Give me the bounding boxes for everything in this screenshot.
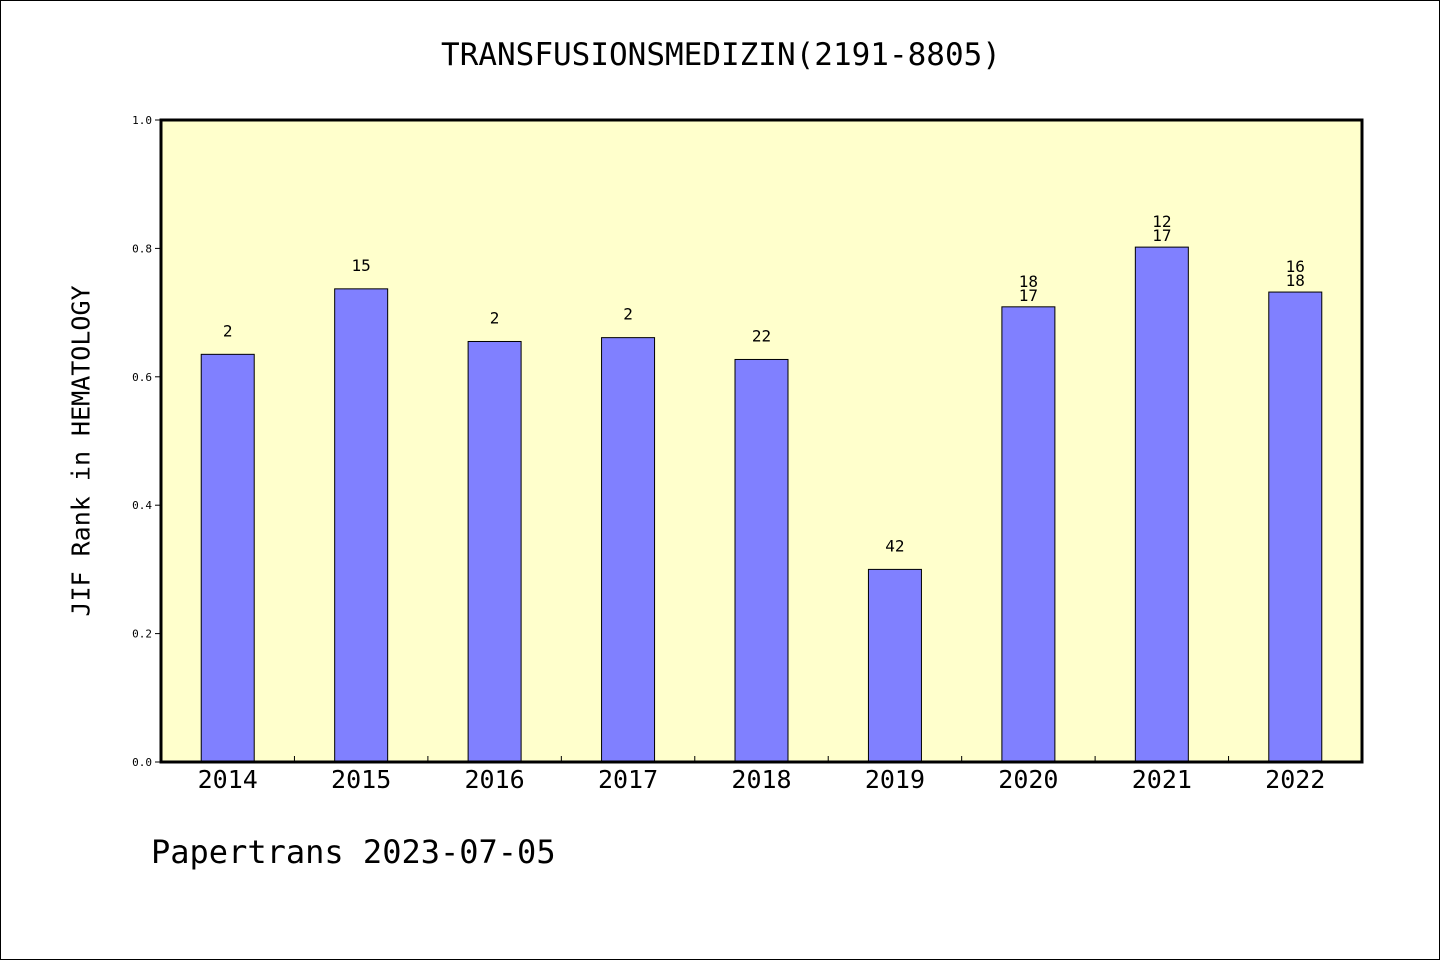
x-tick-label: 2019 bbox=[865, 765, 925, 794]
bar-2017 bbox=[601, 337, 656, 763]
y-tick-label: 1.0 bbox=[132, 114, 152, 127]
bar-2021 bbox=[1134, 246, 1189, 763]
bar-2016 bbox=[467, 340, 522, 763]
y-tick-label: 0.8 bbox=[132, 242, 152, 255]
y-tick-label: 0.2 bbox=[132, 628, 152, 641]
bar-2020 bbox=[1001, 306, 1056, 763]
bar-data-label: 42 bbox=[885, 536, 904, 555]
x-tick-label: 2017 bbox=[598, 765, 658, 794]
bar-data-label: 2 bbox=[623, 305, 633, 324]
x-tick-label: 2021 bbox=[1132, 765, 1192, 794]
bar-data-label: 18 bbox=[1286, 271, 1305, 290]
footer-credit: Papertrans 2023-07-05 bbox=[151, 833, 556, 871]
bar-2018 bbox=[734, 358, 789, 763]
bar-data-label: 22 bbox=[752, 326, 771, 345]
bar-data-label: 17 bbox=[1019, 286, 1038, 305]
y-tick-label: 0.0 bbox=[132, 756, 152, 769]
bar-2014 bbox=[200, 353, 255, 763]
bar-data-label: 2 bbox=[223, 321, 233, 340]
bar-data-label: 17 bbox=[1152, 226, 1171, 245]
bar-2019 bbox=[867, 568, 922, 763]
x-tick-label: 2022 bbox=[1265, 765, 1325, 794]
bar-2022 bbox=[1268, 291, 1323, 763]
x-tick-label: 2018 bbox=[731, 765, 791, 794]
x-tick-label: 2016 bbox=[465, 765, 525, 794]
bar-data-label: 15 bbox=[352, 256, 371, 275]
x-tick-label: 2020 bbox=[998, 765, 1058, 794]
chart-title: TRANSFUSIONSMEDIZIN(2191-8805) bbox=[441, 37, 1001, 73]
y-tick-label: 0.4 bbox=[132, 499, 152, 512]
bar-data-label: 18 bbox=[1019, 272, 1038, 291]
x-tick-label: 2015 bbox=[331, 765, 391, 794]
bar-data-label: 2 bbox=[490, 308, 500, 327]
bar-data-label: 12 bbox=[1152, 212, 1171, 231]
bar-data-label: 16 bbox=[1286, 257, 1305, 276]
x-tick-label: 2014 bbox=[198, 765, 258, 794]
y-tick-label: 0.6 bbox=[132, 371, 152, 384]
plot-border bbox=[159, 118, 1364, 764]
bar-2015 bbox=[334, 288, 389, 763]
